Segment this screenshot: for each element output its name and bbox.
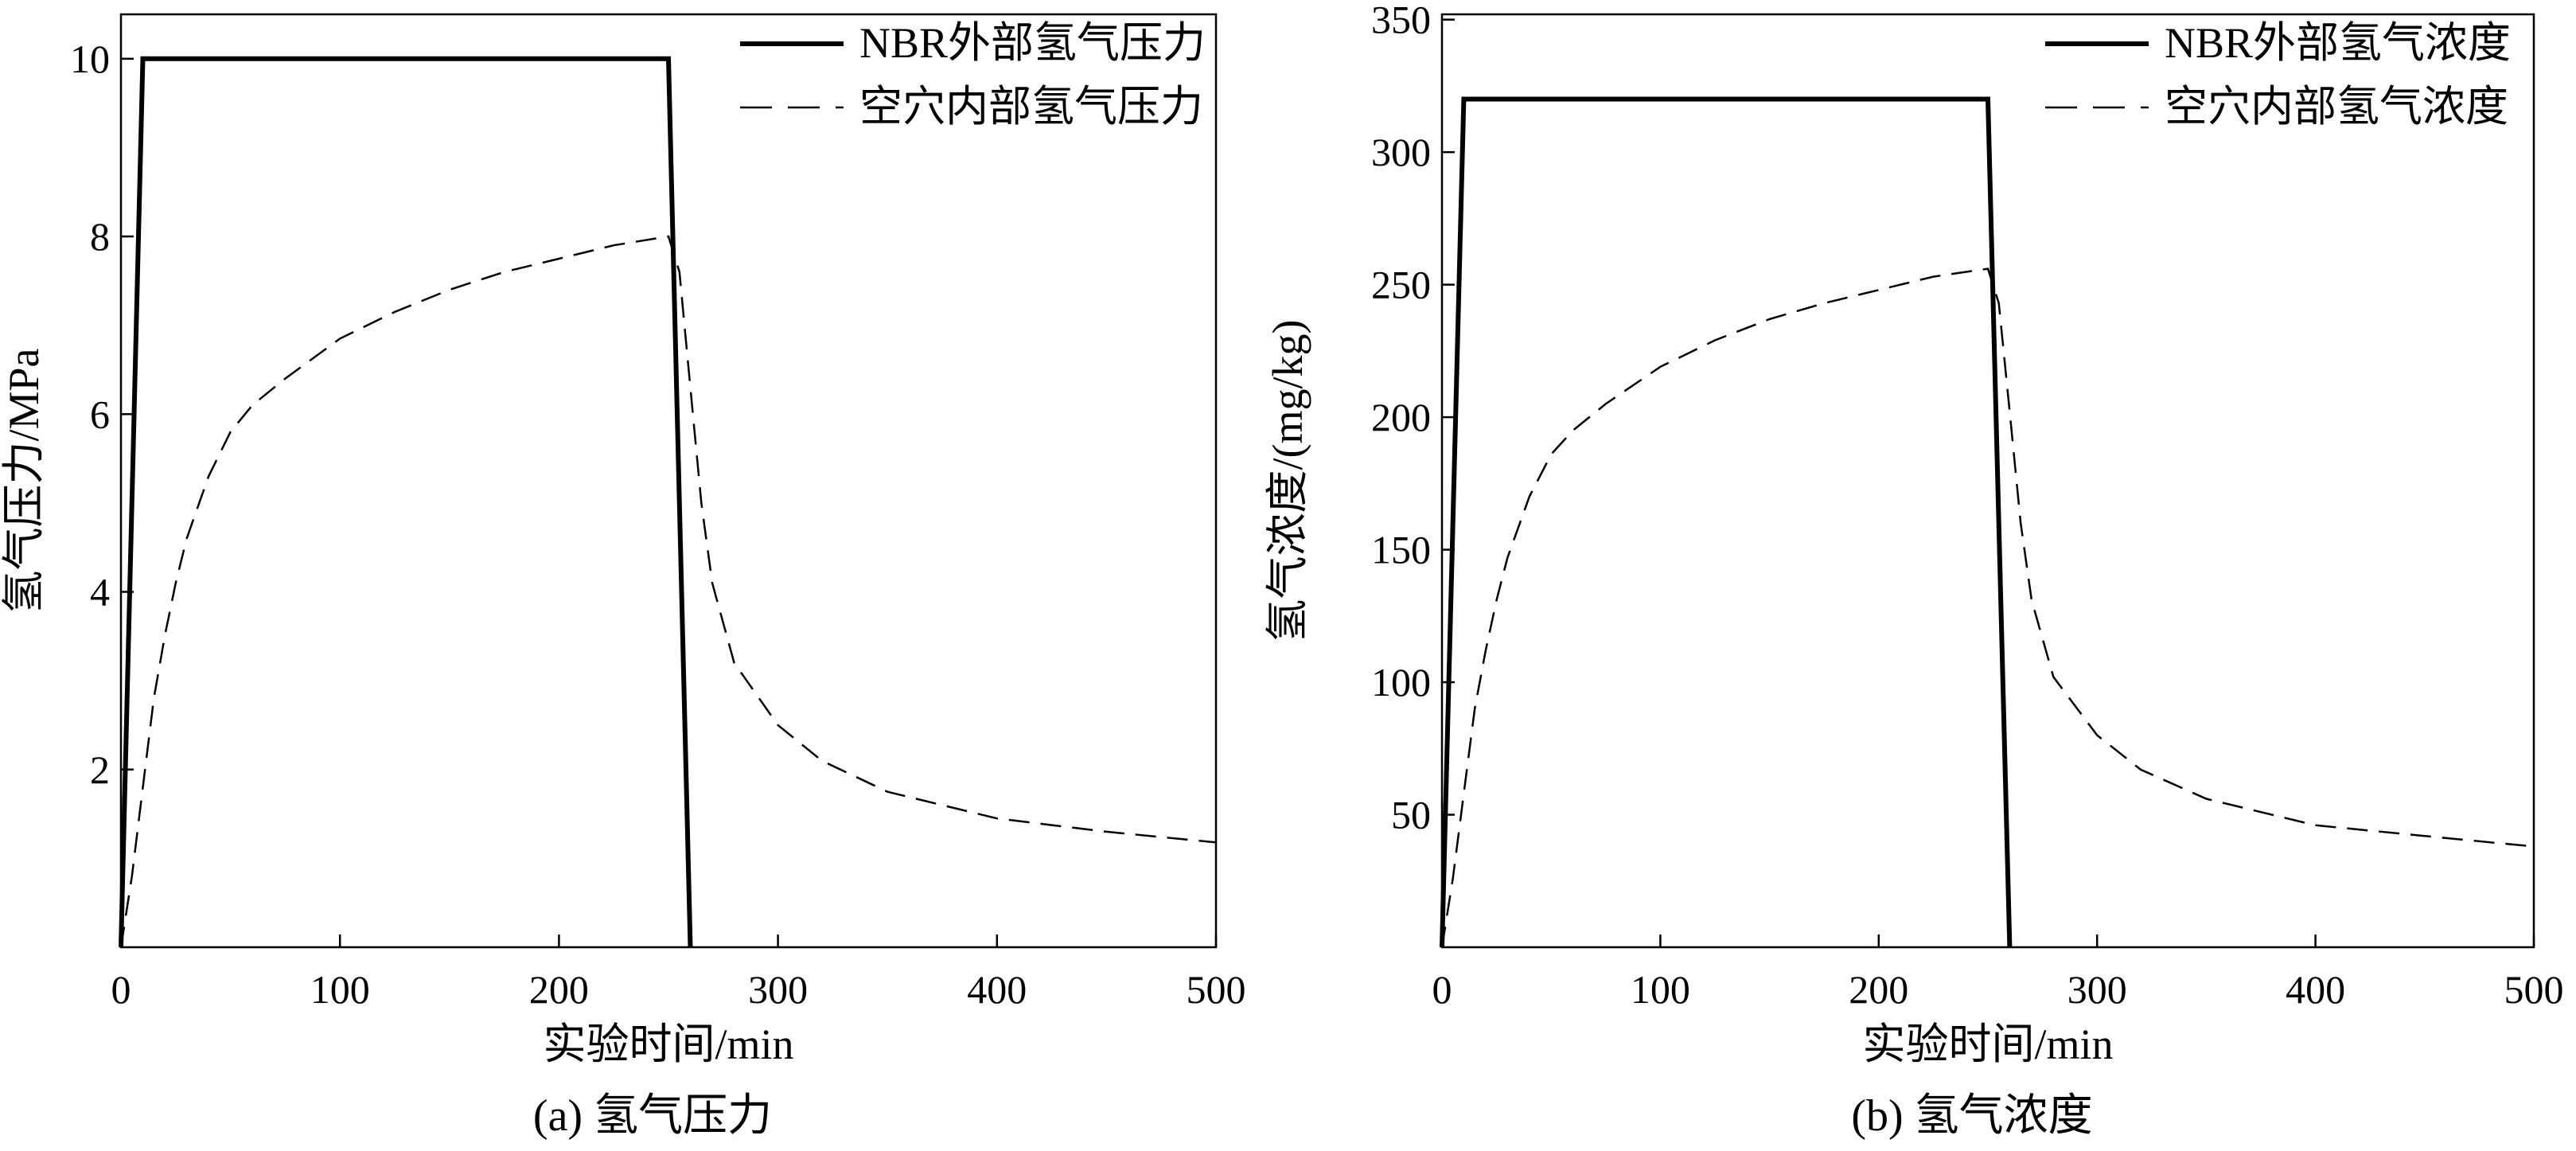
y-tick-label: 4 (90, 570, 110, 615)
series-line-dashed (119, 235, 1217, 948)
x-tick-label: 400 (2286, 967, 2345, 1012)
y-axis-label: 氢气浓度/(mg/kg) (1264, 320, 1311, 642)
x-tick-label: 200 (1849, 967, 1908, 1012)
y-tick-label: 6 (90, 392, 110, 436)
series-line-dashed (1440, 267, 2535, 948)
chart-panel-a: 0 100 200 300 400 500 2 4 6 8 10 NBR外部氢气压力空穴内部氢气压力实… (0, 13, 1246, 1141)
x-tick-label: 200 (529, 967, 589, 1012)
series-line-solid (1440, 96, 2013, 948)
legend-label: NBR外部氢气压力 (859, 19, 1206, 67)
panel-caption: (a) 氢气压力 (533, 1091, 772, 1141)
x-tick-label: 100 (310, 967, 370, 1012)
y-tick-label: 50 (1391, 793, 1431, 837)
legend-label: NBR外部氢气浓度 (2165, 19, 2511, 67)
panel-caption: (b) 氢气浓度 (1851, 1091, 2092, 1141)
series-line-solid (119, 56, 693, 948)
x-tick-label: 400 (967, 967, 1027, 1012)
x-tick-label: 500 (1187, 967, 1246, 1012)
plot-frame (119, 13, 1218, 949)
x-axis-label: 实验时间/min (1862, 1020, 2113, 1068)
y-tick-label: 10 (70, 37, 110, 81)
y-tick-label: 150 (1371, 528, 1431, 572)
x-tick-label: 300 (2067, 967, 2127, 1012)
legend-label: 空穴内部氢气浓度 (2165, 83, 2508, 131)
x-tick-label: 0 (1432, 967, 1452, 1012)
y-tick-label: 8 (90, 214, 110, 259)
y-tick-label: 100 (1371, 660, 1431, 704)
y-tick-label: 2 (90, 747, 110, 792)
x-tick-label: 0 (111, 967, 131, 1012)
chart-panel-b: 0 100 200 300 400 500 50 100 150 200 250 300 350 NBR外… (1264, 0, 2564, 1141)
x-tick-label: 300 (748, 967, 808, 1012)
y-tick-label: 300 (1371, 130, 1431, 174)
x-tick-label: 100 (1631, 967, 1690, 1012)
legend-label: 空穴内部氢气压力 (859, 83, 1203, 131)
y-tick-label: 250 (1371, 263, 1431, 307)
y-tick-label: 350 (1371, 0, 1431, 42)
x-tick-label: 500 (2504, 967, 2564, 1012)
plot-frame (1440, 13, 2535, 949)
y-tick-label: 200 (1371, 395, 1431, 439)
y-axis-label: 氢气压力/MPa (0, 348, 48, 613)
x-axis-label: 实验时间/min (543, 1020, 793, 1068)
